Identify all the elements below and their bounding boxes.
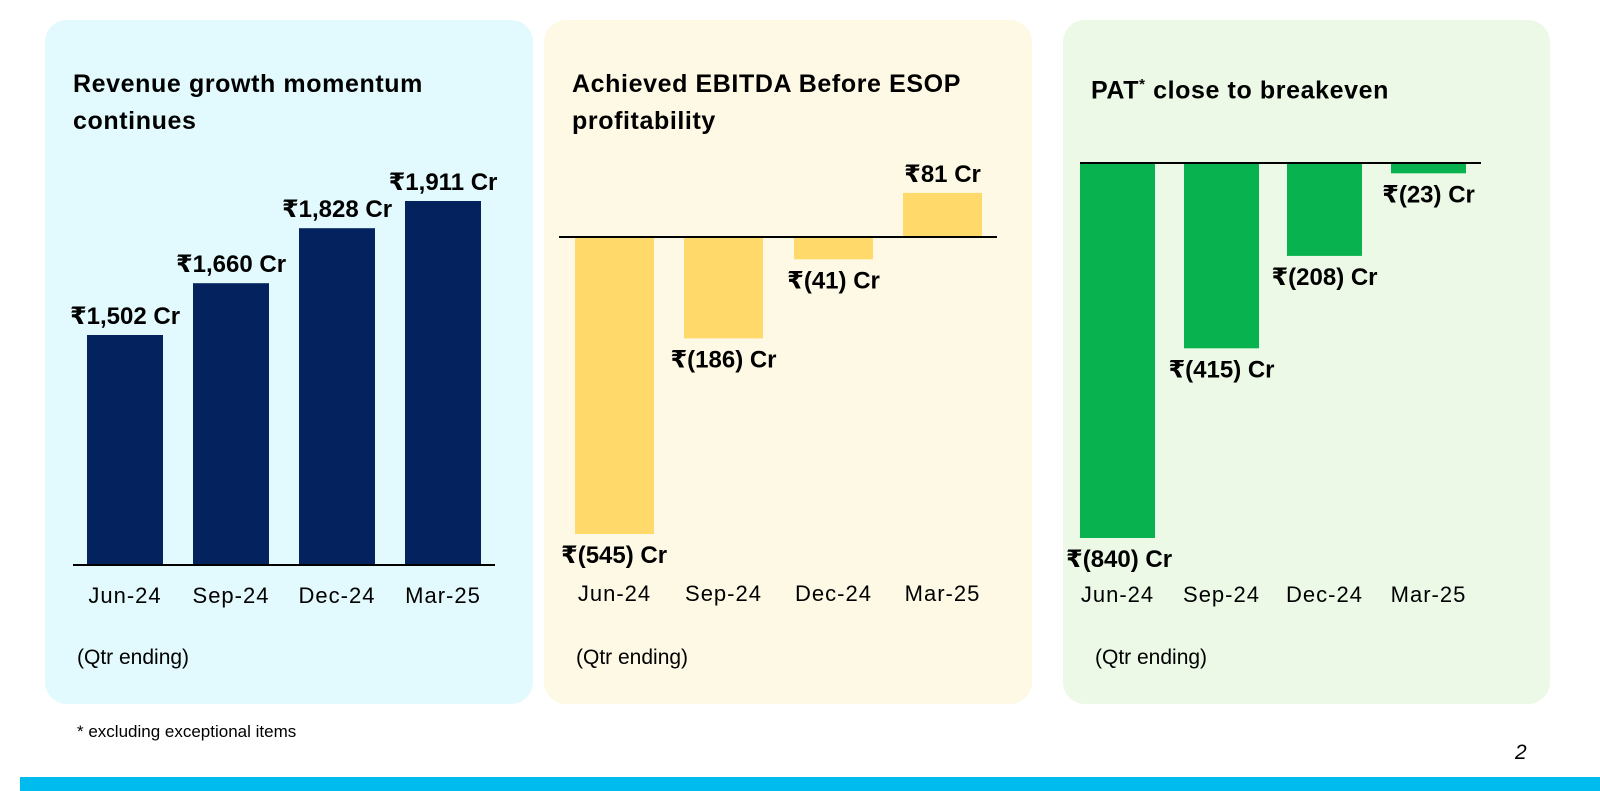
footnote: * excluding exceptional items xyxy=(77,722,297,741)
pat-tick-sep-24: Sep-24 xyxy=(1183,582,1260,607)
pat-value-label-dec-24: ₹(208) Cr xyxy=(1271,264,1377,291)
revenue-tick-jun-24: Jun-24 xyxy=(88,583,161,608)
revenue-tick-sep-24: Sep-24 xyxy=(193,583,270,608)
ebitda-tick-sep-24: Sep-24 xyxy=(685,581,762,606)
ebitda-bar-dec-24 xyxy=(794,237,873,260)
ebitda-qtr-note: (Qtr ending) xyxy=(576,646,689,669)
pat-bar-dec-24 xyxy=(1287,163,1362,256)
pat-tick-dec-24: Dec-24 xyxy=(1286,582,1363,607)
revenue-tick-mar-25: Mar-25 xyxy=(405,583,481,608)
revenue-bar-dec-24 xyxy=(299,228,375,565)
bottom-accent-bar xyxy=(20,777,1600,791)
ebitda-tick-dec-24: Dec-24 xyxy=(795,581,872,606)
pat-qtr-note: (Qtr ending) xyxy=(1095,646,1208,669)
pat-tick-mar-25: Mar-25 xyxy=(1391,582,1467,607)
revenue-value-label-jun-24: ₹1,502 Cr xyxy=(70,303,180,330)
ebitda-value-label-dec-24: ₹(41) Cr xyxy=(787,267,880,294)
pat-bar-mar-25 xyxy=(1391,163,1466,174)
ebitda-bar-sep-24 xyxy=(684,237,763,339)
pat-bar-jun-24 xyxy=(1080,163,1155,538)
pat-title: PAT* close to breakeven xyxy=(1091,66,1531,109)
ebitda-value-label-sep-24: ₹(186) Cr xyxy=(670,346,776,373)
pat-chart: ₹(840) Cr Jun-24 ₹(415) Cr Sep-24 ₹(208) Cr D… xyxy=(1066,162,1481,607)
pat-title-asterisk: * xyxy=(1139,76,1146,93)
pat-value-label-sep-24: ₹(415) Cr xyxy=(1168,356,1274,383)
ebitda-bar-mar-25 xyxy=(903,192,982,237)
revenue-title: Revenue growth momentum continues xyxy=(73,70,423,135)
pat-bar-sep-24 xyxy=(1184,163,1259,349)
pat-value-label-mar-25: ₹(23) Cr xyxy=(1382,181,1475,208)
ebitda-value-label-mar-25: ₹81 Cr xyxy=(904,161,981,188)
pat-tick-jun-24: Jun-24 xyxy=(1081,582,1154,607)
pat-value-label-jun-24: ₹(840) Cr xyxy=(1066,546,1172,573)
revenue-bar-jun-24 xyxy=(87,335,163,565)
ebitda-panel: Achieved EBITDA Before ESOP profitabilit… xyxy=(544,20,1032,704)
pat-panel: PAT* close to breakeven ₹(840) Cr Jun-24 ₹… xyxy=(1063,20,1550,704)
revenue-value-label-mar-25: ₹1,911 Cr xyxy=(389,169,498,196)
revenue-bar-sep-24 xyxy=(193,283,269,565)
ebitda-tick-mar-25: Mar-25 xyxy=(905,581,981,606)
page-number: 2 xyxy=(1515,741,1527,764)
ebitda-bar-jun-24 xyxy=(575,237,654,534)
revenue-value-label-dec-24: ₹1,828 Cr xyxy=(282,196,392,223)
ebitda-value-label-jun-24: ₹(545) Cr xyxy=(561,542,667,569)
revenue-bar-mar-25 xyxy=(405,201,481,565)
pat-title-rest: close to breakeven xyxy=(1145,76,1389,105)
pat-title-main: PAT xyxy=(1091,76,1140,105)
revenue-tick-dec-24: Dec-24 xyxy=(299,583,376,608)
revenue-panel: Revenue growth momentum continues ₹1,502… xyxy=(45,20,533,704)
ebitda-title: Achieved EBITDA Before ESOP profitabilit… xyxy=(572,70,961,135)
revenue-value-label-sep-24: ₹1,660 Cr xyxy=(176,251,286,278)
revenue-qtr-note: (Qtr ending) xyxy=(77,646,190,669)
revenue-chart: ₹1,502 Cr Jun-24 ₹1,660 Cr Sep-24 ₹1,828 Cr D… xyxy=(70,169,498,608)
ebitda-tick-jun-24: Jun-24 xyxy=(578,581,651,606)
ebitda-chart: ₹(545) Cr Jun-24 ₹(186) Cr Sep-24 ₹(41) Cr De… xyxy=(559,161,997,606)
